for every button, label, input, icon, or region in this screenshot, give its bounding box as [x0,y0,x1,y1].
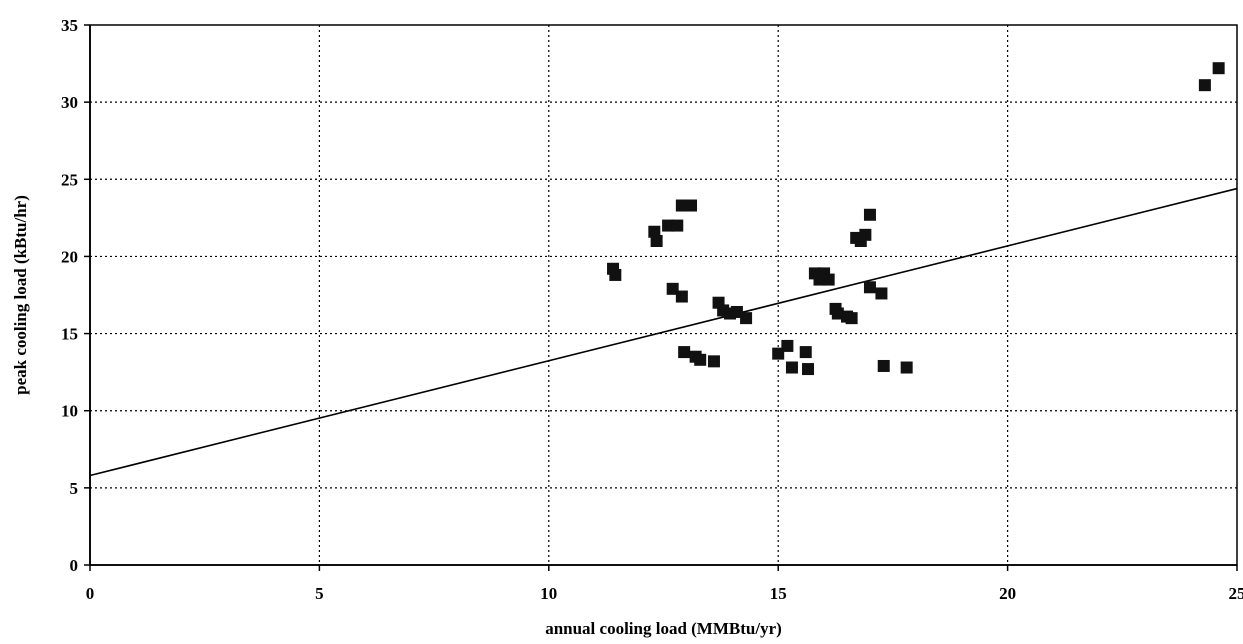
data-point [900,361,913,374]
y-tick-label: 25 [61,170,78,189]
data-point [662,219,675,232]
data-point [859,228,872,241]
data-point [685,199,698,212]
data-point [799,346,812,359]
trend-line-group [89,187,1238,477]
x-tick-label: 10 [540,584,557,603]
data-point [678,346,691,359]
data-point [1198,79,1211,92]
x-tick-label: 5 [315,584,324,603]
x-tick-label: 15 [770,584,787,603]
data-point [772,347,785,360]
x-tick-label: 20 [999,584,1016,603]
grid-lines [90,25,1237,565]
data-point [650,235,663,247]
y-tick-label: 15 [61,325,78,344]
tick-labels: 0 5 10 15 20 25 30 35 0 5 10 15 20 25 [61,16,1243,603]
y-tick-label: 30 [61,93,78,112]
data-point [863,208,876,221]
data-point [845,312,858,325]
data-point [877,359,890,372]
y-tick-label: 20 [61,247,78,266]
data-point [666,282,679,295]
data-point [1212,62,1225,75]
x-tick-label: 0 [86,584,95,603]
x-tick-label: 25 [1229,584,1243,603]
data-point [781,339,794,352]
data-point [863,281,876,294]
data-point [609,268,622,281]
trend-line [89,187,1238,477]
plot-frame [89,24,1238,566]
data-point [802,363,815,376]
y-tick-label: 0 [70,556,79,575]
data-point [694,353,707,366]
data-point [675,290,688,303]
data-point [671,219,684,232]
y-tick-label: 5 [70,479,79,498]
data-point [831,307,844,320]
data-point [675,199,688,212]
data-point [740,312,753,325]
y-tick-label: 10 [61,402,78,421]
data-point [707,355,720,368]
data-point [875,287,888,300]
data-point [730,305,743,318]
data-points [607,62,1225,376]
data-point [822,273,835,286]
y-axis-title: peak cooling load (kBtu/hr) [11,195,30,395]
y-tick-label: 35 [61,16,78,35]
data-point [785,361,798,374]
x-axis-title: annual cooling load (MMBtu/yr) [545,619,782,638]
data-point [648,225,661,238]
